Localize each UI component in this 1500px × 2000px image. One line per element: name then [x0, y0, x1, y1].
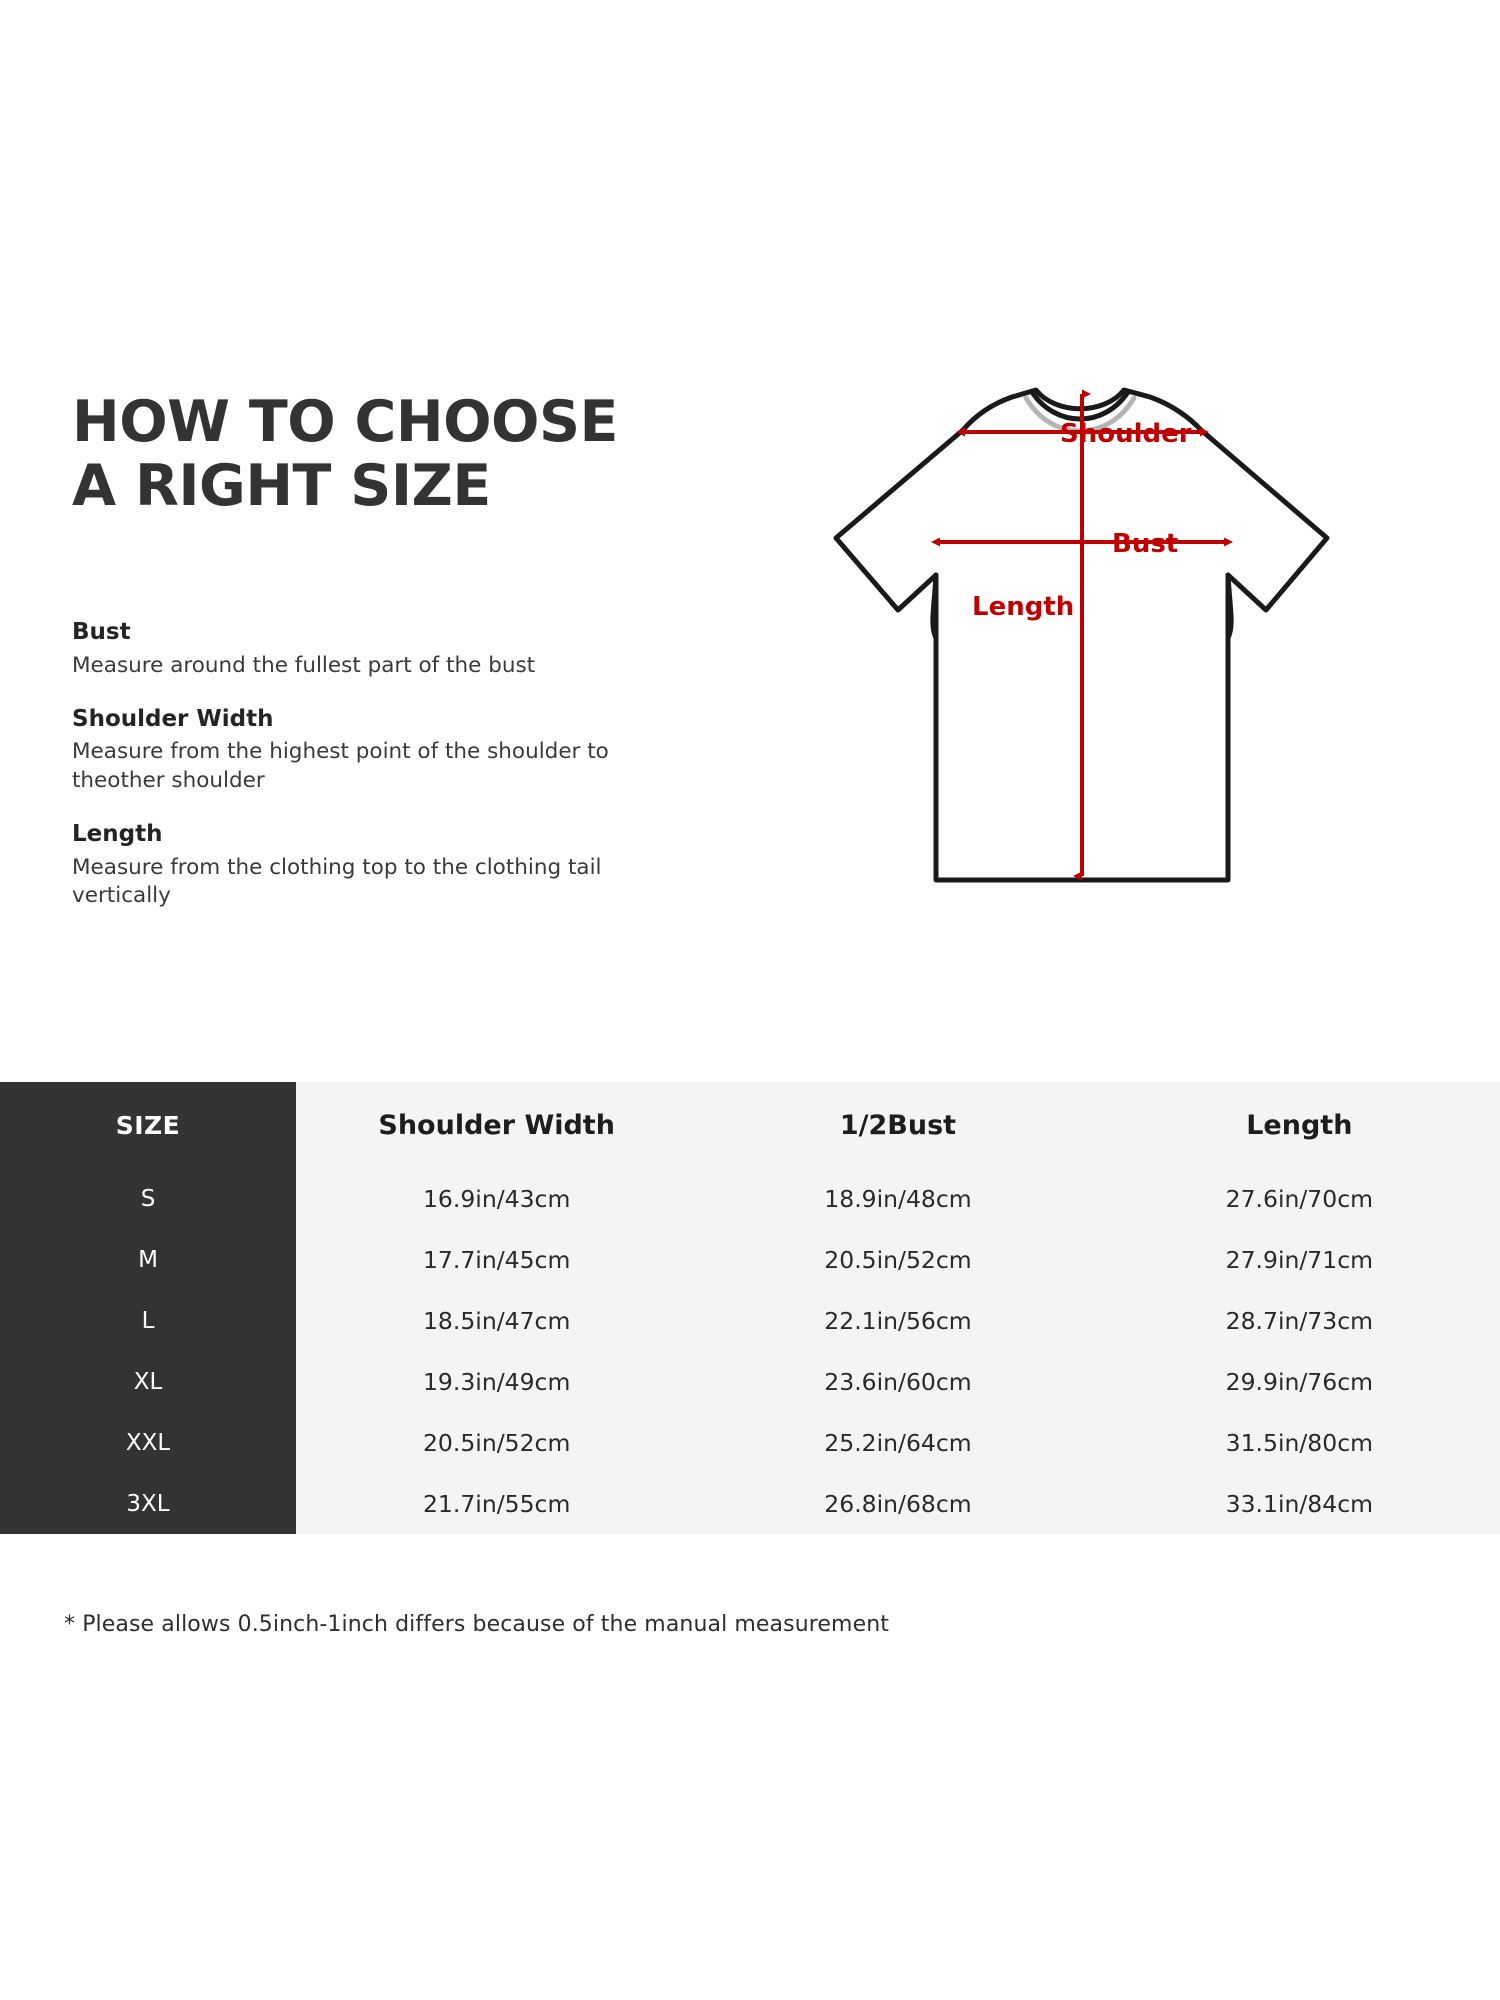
table-cell-length: 33.1in/84cm	[1098, 1473, 1500, 1534]
measurement-disclaimer: * Please allows 0.5inch-1inch differs be…	[64, 1612, 889, 1637]
table-header-shoulder-width: Shoulder Width	[296, 1082, 698, 1168]
table-cell-shoulder: 20.5in/52cm	[296, 1412, 698, 1473]
tshirt-armpit-left	[931, 602, 936, 642]
tshirt-diagram: Shoulder Bust Length	[760, 370, 1400, 1010]
length-label: Length	[972, 592, 1074, 622]
table-cell-shoulder: 18.5in/47cm	[296, 1290, 698, 1351]
shoulder-label: Shoulder	[1060, 419, 1192, 449]
table-cell-length: 28.7in/73cm	[1098, 1290, 1500, 1351]
table-header-length: Length	[1098, 1082, 1500, 1168]
intro-section: HOW TO CHOOSE A RIGHT SIZE Bust Measure …	[72, 370, 1400, 1010]
description-shoulder-width-text: Measure from the highest point of the sh…	[72, 739, 609, 793]
table-cell-bust: 23.6in/60cm	[697, 1351, 1099, 1412]
table-row: M	[0, 1229, 296, 1290]
description-bust-term: Bust	[72, 619, 131, 645]
tshirt-armpit-right	[1228, 602, 1233, 642]
table-cell-bust: 18.9in/48cm	[697, 1168, 1099, 1229]
size-table: SIZE Shoulder Width 1/2Bust Length S 16.…	[0, 1082, 1500, 1544]
table-cell-shoulder: 16.9in/43cm	[296, 1168, 698, 1229]
table-cell-shoulder: 21.7in/55cm	[296, 1473, 698, 1534]
description-shoulder-width: Shoulder Width Measure from the highest …	[72, 702, 672, 795]
page-title-line-1: HOW TO CHOOSE	[72, 389, 619, 455]
table-cell-bust: 25.2in/64cm	[697, 1412, 1099, 1473]
table-cell-length: 27.6in/70cm	[1098, 1168, 1500, 1229]
table-row: S	[0, 1168, 296, 1229]
table-cell-bust: 22.1in/56cm	[697, 1290, 1099, 1351]
description-length-term: Length	[72, 821, 163, 848]
table-row: 3XL	[0, 1473, 296, 1534]
table-cell-length: 31.5in/80cm	[1098, 1412, 1500, 1473]
table-cell-length: 27.9in/71cm	[1098, 1229, 1500, 1290]
table-cell-shoulder: 19.3in/49cm	[296, 1351, 698, 1412]
table-cell-bust: 20.5in/52cm	[697, 1229, 1099, 1290]
description-bust-text: Measure around the fullest part of the b…	[72, 652, 536, 678]
description-shoulder-width-term: Shoulder Width	[72, 705, 274, 732]
table-cell-shoulder: 17.7in/45cm	[296, 1229, 698, 1290]
description-length: Length Measure from the clothing top to …	[72, 817, 672, 910]
page-title-line-2: A RIGHT SIZE	[72, 453, 491, 520]
table-row: XXL	[0, 1412, 296, 1473]
table-header-size: SIZE	[0, 1082, 296, 1168]
description-bust: Bust Measure around the fullest part of …	[72, 615, 672, 680]
measurement-descriptions: Bust Measure around the fullest part of …	[72, 615, 672, 932]
bust-label: Bust	[1112, 529, 1178, 559]
table-cell-bust: 26.8in/68cm	[697, 1473, 1099, 1534]
table-cell-length: 29.9in/76cm	[1098, 1351, 1500, 1412]
page-title: HOW TO CHOOSE A RIGHT SIZE	[72, 390, 712, 519]
table-row: L	[0, 1290, 296, 1351]
size-table-grid: SIZE Shoulder Width 1/2Bust Length S 16.…	[0, 1082, 1500, 1534]
description-length-text: Measure from the clothing top to the clo…	[72, 854, 602, 908]
table-row: XL	[0, 1351, 296, 1412]
table-header-half-bust: 1/2Bust	[697, 1082, 1099, 1168]
